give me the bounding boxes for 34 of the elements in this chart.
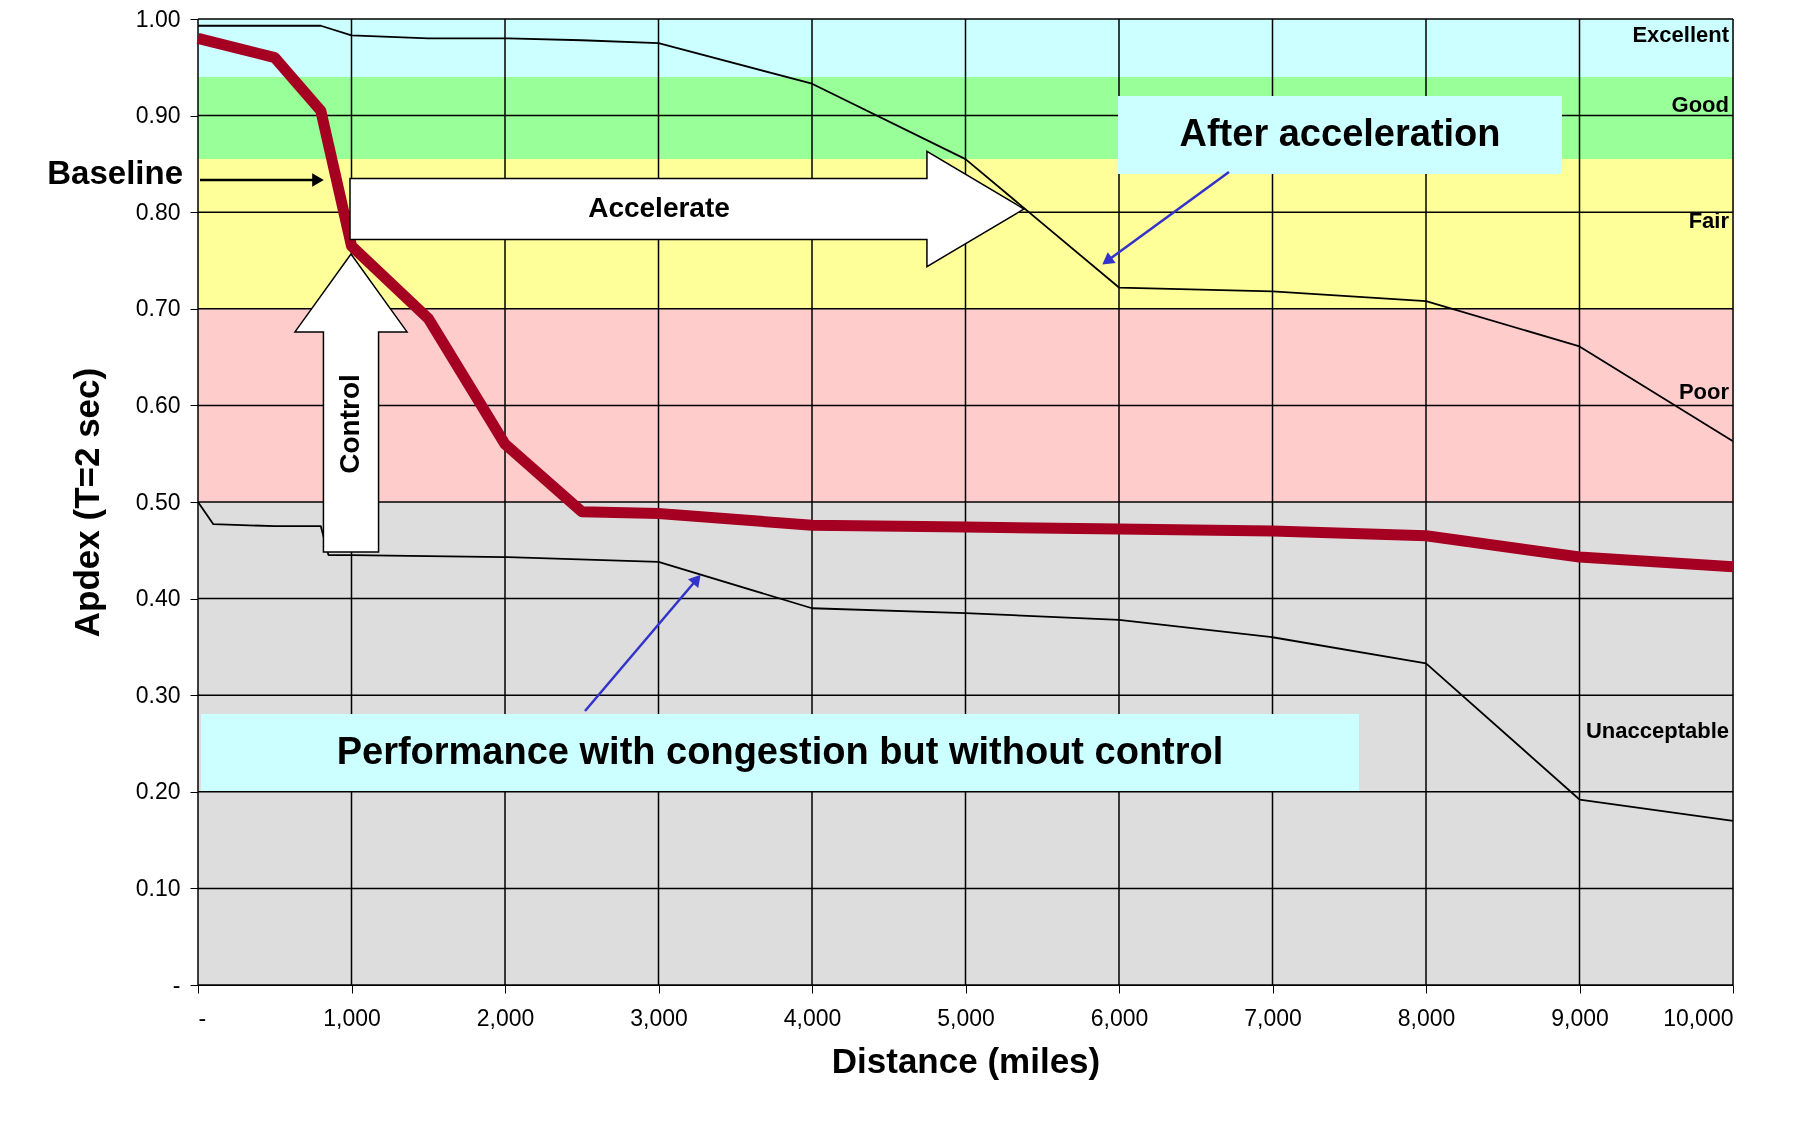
band-label: Excellent <box>1632 21 1730 47</box>
x-tick-label: 10,000 <box>1663 1004 1734 1031</box>
y-tick-label: 0.30 <box>135 681 181 708</box>
x-tick-label: 9,000 <box>1551 1004 1609 1031</box>
y-tick-label: 0.50 <box>135 488 181 515</box>
x-tick-label: 3,000 <box>630 1004 688 1031</box>
x-tick-label: 5,000 <box>937 1004 995 1031</box>
y-tick-label: 0.60 <box>135 391 181 418</box>
annotation: Accelerate <box>588 192 730 223</box>
y-tick-label: - <box>172 971 181 998</box>
y-tick-label: 0.70 <box>135 295 181 322</box>
x-tick-label: 7,000 <box>1244 1004 1302 1031</box>
y-tick-label: 0.20 <box>135 778 181 805</box>
text: Baseline <box>47 154 183 191</box>
x-tick-label: 8,000 <box>1397 1004 1456 1031</box>
y-axis-title: Apdex (T=2 sec) <box>66 367 106 638</box>
x-tick-label: - <box>198 1004 207 1031</box>
x-tick-label: 1,000 <box>323 1004 381 1031</box>
y-tick-label: 0.80 <box>135 198 181 225</box>
x-tick-label: 6,000 <box>1090 1004 1149 1031</box>
annotation: Performance with congestion but without control <box>336 730 1224 772</box>
band-label: Fair <box>1688 207 1730 233</box>
band-label: Good <box>1671 92 1729 118</box>
annotation: Control <box>334 374 365 474</box>
x-axis-title: Distance (miles) <box>831 1040 1101 1080</box>
y-tick-label: 0.40 <box>135 585 181 612</box>
band-label: Poor <box>1678 379 1730 405</box>
annotation: After acceleration <box>1179 112 1501 154</box>
band-label: Unacceptable <box>1585 717 1729 743</box>
y-tick-label: 1.00 <box>135 5 181 32</box>
x-tick-label: 2,000 <box>476 1004 535 1031</box>
x-tick-label: 4,000 <box>783 1004 842 1031</box>
y-tick-label: 0.10 <box>135 874 181 901</box>
y-tick-label: 0.90 <box>135 102 181 129</box>
